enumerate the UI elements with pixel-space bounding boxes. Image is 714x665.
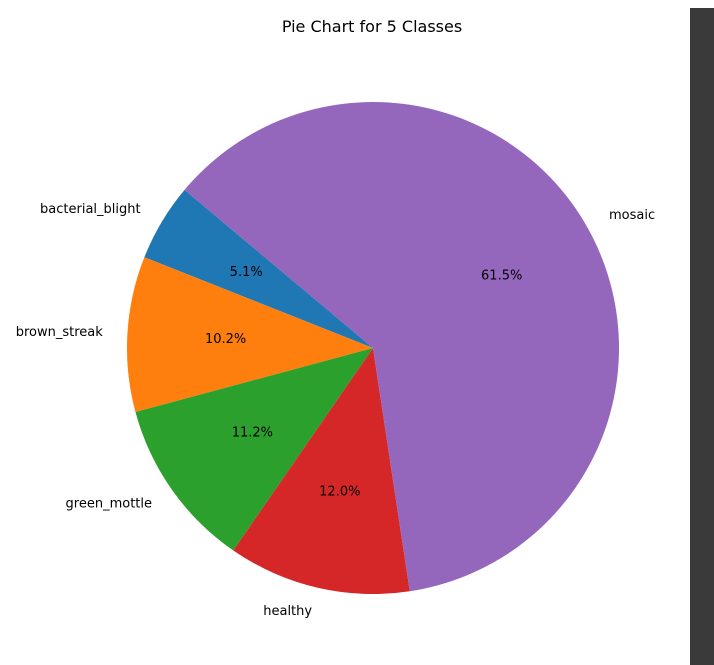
pie-slice-brown-streak bbox=[126, 257, 373, 412]
pie-labels: bacterial_blight brown_streak green_mottle… bbox=[16, 202, 655, 619]
pie-slice-bacterial-blight bbox=[144, 189, 373, 348]
slice-percent-mosaic: 61.5% bbox=[481, 268, 522, 283]
pie-slice-mosaic bbox=[184, 101, 619, 592]
slice-label-bacterial-blight: bacterial_blight bbox=[40, 202, 141, 217]
slice-label-mosaic: mosaic bbox=[609, 208, 655, 223]
slice-label-brown-streak: brown_streak bbox=[16, 325, 104, 340]
pie-slice-green-mottle bbox=[135, 348, 373, 551]
pie-percent-labels: 5.1% 10.2% 11.2% 12.0% 61.5% bbox=[205, 265, 522, 499]
side-scrollbar bbox=[690, 8, 714, 665]
pie-slice-healthy bbox=[233, 348, 410, 594]
slice-label-healthy: healthy bbox=[263, 604, 312, 619]
chart-title: Pie Chart for 5 Classes bbox=[282, 17, 462, 36]
slice-label-green-mottle: green_mottle bbox=[66, 497, 152, 512]
slice-percent-healthy: 12.0% bbox=[319, 484, 360, 499]
slice-percent-brown-streak: 10.2% bbox=[205, 332, 246, 347]
pie-slices bbox=[126, 101, 619, 594]
slice-percent-bacterial-blight: 5.1% bbox=[230, 265, 263, 280]
slice-percent-green-mottle: 11.2% bbox=[232, 426, 273, 441]
